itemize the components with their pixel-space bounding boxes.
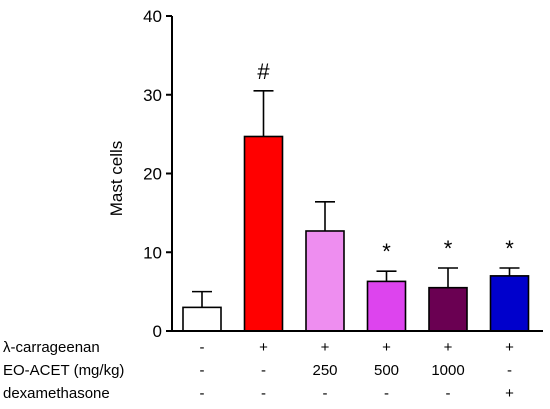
significance-marker: *: [444, 236, 453, 261]
y-tick-label: 10: [143, 243, 162, 262]
condition-value: -: [384, 385, 389, 402]
bar: [305, 230, 345, 332]
condition-value: +: [259, 339, 268, 356]
condition-value: -: [507, 362, 512, 379]
bar: [489, 275, 530, 332]
condition-value: -: [200, 385, 205, 402]
significance-marker: #: [257, 59, 270, 84]
significance-marker: *: [382, 239, 391, 264]
y-tick-label: 40: [143, 7, 162, 26]
bar: [366, 280, 407, 332]
bar: [428, 286, 468, 332]
bar: [182, 306, 222, 332]
condition-value: +: [321, 339, 330, 356]
y-tick-label: 20: [143, 165, 162, 184]
condition-value: +: [505, 385, 514, 402]
labels-layer: 0 10 20 30 40 Mast cells # * * * λ-carrageenan - + + +…: [3, 7, 514, 402]
bars-layer: [182, 90, 530, 332]
condition-label: dexamethasone: [3, 385, 110, 402]
condition-value: -: [200, 362, 205, 379]
condition-label: EO-ACET (mg/kg): [3, 362, 124, 379]
significance-marker: *: [505, 236, 514, 261]
condition-value: -: [200, 339, 205, 356]
condition-value: +: [444, 339, 453, 356]
condition-value: -: [323, 385, 328, 402]
condition-value: 500: [374, 362, 399, 379]
condition-label: λ-carrageenan: [3, 339, 100, 356]
condition-value: +: [382, 339, 391, 356]
y-tick-label: 0: [153, 322, 162, 341]
condition-value: 250: [312, 362, 337, 379]
y-tick-label: 30: [143, 86, 162, 105]
y-axis-label: Mast cells: [107, 141, 126, 217]
condition-value: -: [261, 385, 266, 402]
bar: [243, 135, 284, 332]
axes-layer: [166, 15, 543, 332]
condition-value: -: [261, 362, 266, 379]
condition-value: -: [446, 385, 451, 402]
condition-value: +: [505, 339, 514, 356]
condition-value: 1000: [431, 362, 464, 379]
